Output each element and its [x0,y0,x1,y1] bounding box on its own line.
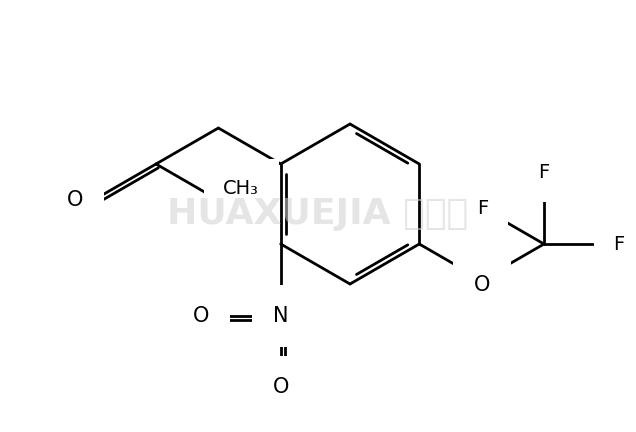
Text: O: O [193,306,209,326]
Text: F: F [538,163,550,182]
Text: F: F [478,199,488,218]
Text: O: O [473,275,490,295]
Text: O: O [67,190,84,210]
Text: N: N [273,306,289,326]
Text: CH₃: CH₃ [223,178,259,197]
Text: F: F [613,235,625,254]
Text: O: O [273,377,289,397]
Text: HUAXUEJIA 化学加: HUAXUEJIA 化学加 [167,197,469,231]
